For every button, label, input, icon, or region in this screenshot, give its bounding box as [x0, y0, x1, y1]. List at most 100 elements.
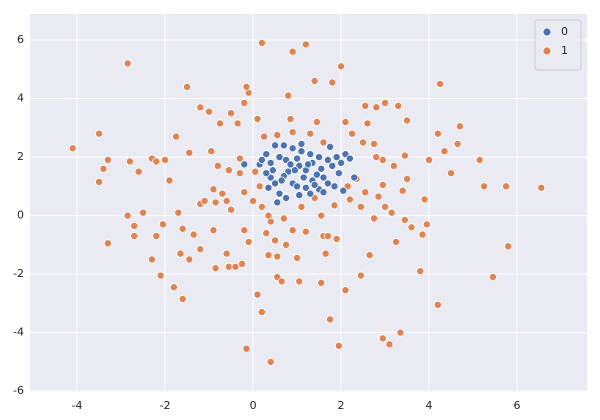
point	[273, 131, 282, 140]
point	[279, 214, 288, 223]
point	[330, 201, 339, 210]
point	[447, 169, 456, 178]
point	[284, 91, 293, 100]
point	[174, 208, 183, 217]
point	[264, 251, 273, 260]
point	[425, 155, 434, 164]
point	[403, 175, 412, 184]
point	[222, 196, 231, 205]
point	[301, 40, 310, 49]
point	[275, 153, 284, 162]
point	[319, 188, 328, 197]
x-tick-label: -2	[160, 399, 171, 412]
point	[152, 232, 161, 241]
point	[209, 185, 218, 194]
point	[158, 220, 167, 229]
y-tick-label: 6	[17, 33, 24, 46]
point	[363, 119, 372, 128]
point	[262, 229, 271, 238]
point	[403, 116, 412, 125]
point	[235, 154, 244, 163]
point	[262, 169, 271, 178]
point	[196, 103, 205, 112]
point	[455, 122, 464, 131]
point	[328, 161, 337, 170]
y-tick-label: -2	[13, 267, 24, 280]
point	[68, 144, 77, 153]
point	[130, 232, 139, 241]
point	[440, 147, 449, 156]
point	[290, 166, 299, 175]
point	[196, 245, 205, 254]
point	[301, 227, 310, 236]
point	[257, 308, 266, 317]
point	[378, 334, 387, 343]
point	[161, 155, 170, 164]
point	[222, 249, 231, 258]
point	[271, 179, 280, 188]
point	[433, 129, 442, 138]
point	[398, 186, 407, 195]
point	[169, 283, 178, 292]
point	[372, 153, 381, 162]
point	[183, 82, 192, 91]
point	[341, 286, 350, 295]
point	[156, 271, 165, 280]
point	[381, 202, 390, 211]
point	[240, 160, 249, 169]
x-tick-label: 0	[250, 399, 257, 412]
legend-marker	[542, 27, 552, 37]
point	[268, 166, 277, 175]
point	[480, 182, 489, 191]
point	[185, 255, 194, 264]
point	[293, 254, 302, 263]
point	[345, 154, 354, 163]
point	[433, 300, 442, 309]
point	[341, 117, 350, 126]
point	[330, 182, 339, 191]
point	[310, 180, 319, 189]
y-tick-label: 4	[17, 92, 24, 105]
point	[312, 117, 321, 126]
point	[381, 98, 390, 107]
point	[172, 132, 181, 141]
point	[139, 208, 148, 217]
point	[273, 198, 282, 207]
point	[370, 139, 379, 148]
point	[372, 103, 381, 112]
point	[317, 278, 326, 287]
point	[361, 188, 370, 197]
y-tick-label: 2	[17, 150, 24, 163]
point	[396, 328, 405, 337]
point	[332, 234, 341, 243]
point	[297, 139, 306, 148]
point	[317, 164, 326, 173]
point	[227, 205, 236, 214]
point	[389, 161, 398, 170]
point	[317, 211, 326, 220]
point	[378, 180, 387, 189]
point	[297, 202, 306, 211]
point	[297, 147, 306, 156]
y-tick-label: -6	[13, 384, 24, 397]
point	[266, 158, 275, 167]
point	[240, 226, 249, 235]
point	[147, 255, 156, 264]
point	[407, 223, 416, 232]
point	[211, 264, 220, 273]
point	[323, 232, 332, 241]
legend-marker	[542, 46, 552, 56]
point	[227, 109, 236, 118]
point	[312, 170, 321, 179]
point	[387, 208, 396, 217]
point	[264, 211, 273, 220]
point	[306, 150, 315, 159]
point	[242, 344, 251, 353]
point	[257, 38, 266, 47]
point	[339, 186, 348, 195]
point	[295, 277, 304, 286]
point	[288, 47, 297, 56]
point	[345, 195, 354, 204]
point	[286, 160, 295, 169]
point	[323, 179, 332, 188]
